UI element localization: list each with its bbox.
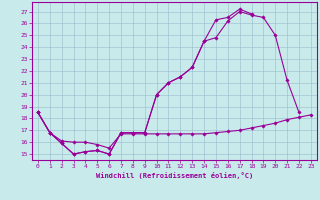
X-axis label: Windchill (Refroidissement éolien,°C): Windchill (Refroidissement éolien,°C)	[96, 172, 253, 179]
